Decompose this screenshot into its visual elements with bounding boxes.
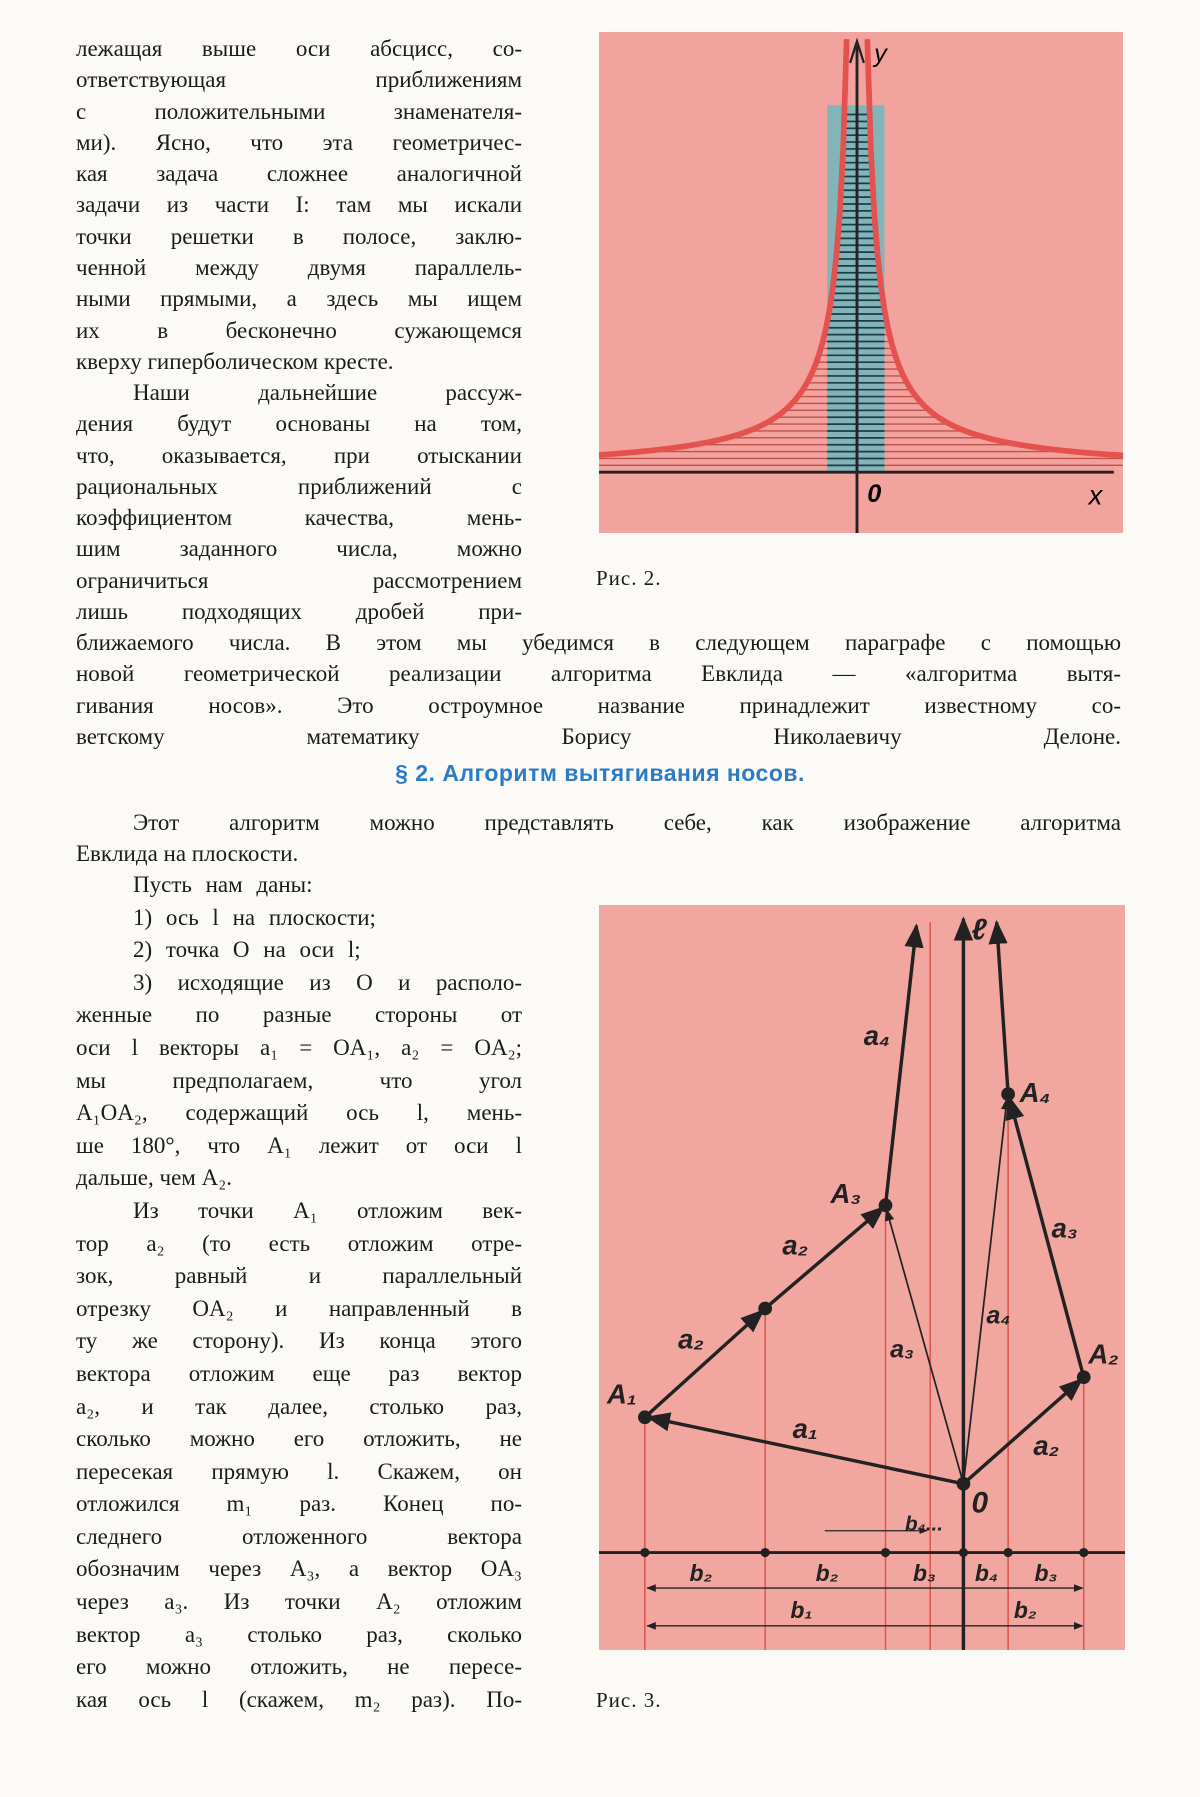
paragraph: Пусть нам даны: — [76, 869, 522, 902]
figure-label: a₂ — [678, 1324, 704, 1355]
text-line: оси l векторы a₁ = OA₁, a₂ = OA₂; — [76, 1034, 522, 1060]
figure-label: b₂ — [816, 1560, 839, 1586]
caption: Рис. 2. — [596, 566, 662, 590]
figure-label: b₄ — [975, 1560, 998, 1586]
text-line: ченной между двумя параллель- — [76, 255, 522, 281]
figure-label: A₃ — [829, 1178, 861, 1209]
text-line: вектор a₃ столько раз, сколько — [76, 1621, 522, 1647]
text-line: пересекая прямую l. Скажем, он — [76, 1458, 522, 1484]
text-line: через a₃. Из точки A₂ отложим — [76, 1589, 522, 1615]
text-line: A₁OA₂, содержащий ось l, мень- — [76, 1100, 522, 1126]
text-line: ветскому математику Борису Николаевичу Д… — [76, 723, 1121, 749]
figure-label: b₃ — [1034, 1560, 1057, 1586]
text-line: Евклида на плоскости. — [76, 841, 299, 866]
axis-label: y — [872, 40, 888, 68]
text-line: Пусть нам даны: — [133, 872, 313, 897]
text-line: коэффициентом качества, мень- — [76, 505, 522, 531]
figure-label: a₂ — [1033, 1430, 1059, 1461]
text-line: рациональных приближений с — [76, 473, 522, 499]
figure-label: A₁ — [606, 1379, 637, 1410]
figure-label: b₄... — [905, 1513, 943, 1536]
text-line: их в бесконечно сужающемся — [76, 317, 522, 343]
origin-label: 0 — [867, 480, 881, 508]
text-line: шим заданного числа, можно — [76, 536, 522, 562]
figure-label: 0 — [971, 1486, 988, 1519]
text-line: кая ось l (скажем, m₂ раз). По- — [76, 1686, 522, 1712]
text-line: гивания носов». Это остроумное название … — [76, 692, 1121, 718]
figure-3: ℓ a₄ A₄ A₃ a₃ a₂ a₂ a₃ a₄ A₂ A₁ a₁ a₂ 0 b₄... b₂ b₂ b₃ b₄ b… — [599, 905, 1125, 1650]
figure-label: ℓ — [971, 913, 987, 946]
figure-label: A₄ — [1019, 1077, 1051, 1108]
vectors — [599, 916, 1125, 1650]
figure-label: a₄ — [864, 1020, 890, 1051]
text-line: ограничиться рассмотрением — [76, 567, 522, 593]
column: Пусть нам даны: 1) ось l на плоскости; 2… — [76, 869, 522, 1716]
text-line: вектора отложим еще раз вектор — [76, 1360, 522, 1386]
text-line: точки решетки в полосе, заклю- — [76, 223, 522, 249]
paragraph: Этот алгоритм можно представлять себе, к… — [76, 807, 1121, 869]
figure-label: b₁ — [790, 1597, 812, 1623]
figure-label: a₃ — [890, 1336, 914, 1364]
text-line: кая задача сложнее аналогичной — [76, 161, 522, 187]
text-line: ту же сторону). Из конца этого — [76, 1328, 522, 1354]
text-line: отрезку OA₂ и направленный в — [76, 1295, 522, 1321]
hyperbola — [599, 39, 1123, 459]
text-line: 1) ось l на плоскости; — [133, 904, 376, 930]
figure-label: A₂ — [1087, 1338, 1118, 1369]
text-line: ми). Ясно, что эта геометричес- — [76, 129, 522, 155]
figure-label: a₄ — [986, 1301, 1010, 1329]
text-line: дальше, чем A₂. — [76, 1165, 232, 1191]
text-line: Из точки A₁ отложим век- — [133, 1197, 522, 1223]
caption: Рис. 3. — [596, 1688, 662, 1712]
figure-label: a₁ — [793, 1413, 818, 1444]
figure-label: b₂ — [690, 1560, 713, 1586]
text-line: задачи из части I: там мы искали — [76, 192, 522, 218]
paragraph: ближаемого числа. В этом мы убедимся в с… — [76, 627, 1121, 752]
text-line: Наши дальнейшие рассуж- — [133, 380, 522, 405]
text-line: сколько можно его отложить, не — [76, 1426, 522, 1452]
text-line: 3) исходящие из O и располо- — [133, 969, 522, 995]
figure-2: y 0 x — [599, 32, 1123, 533]
figure-label: a₃ — [1052, 1212, 1078, 1243]
paragraph: лежащая выше оси абсцисс, со-ответствующ… — [76, 33, 522, 377]
text-line: 2) точка O на оси l; — [133, 937, 361, 963]
list-item: 1) ось l на плоскости; — [76, 902, 522, 935]
text-line: a₂, и так далее, столько раз, — [76, 1393, 522, 1419]
text-line: новой геометрической реализации алгоритм… — [76, 661, 1121, 687]
text-line: что, оказывается, при отыскании — [76, 442, 522, 468]
text-line: обозначим через A₃, а вектор OA₃ — [76, 1556, 522, 1582]
guides — [644, 922, 1085, 1650]
text-line: ше 180°, что A₁ лежит от оси l — [76, 1132, 522, 1158]
text-line: лежащая выше оси абсцисс, со- — [76, 36, 522, 61]
text-line: зок, равный и параллельный — [76, 1263, 522, 1289]
axis-label: x — [1087, 479, 1104, 510]
text-line: мы предполагаем, что угол — [76, 1067, 522, 1093]
paragraph: Из точки A₁ отложим век-тор a₂ (то есть … — [76, 1195, 522, 1717]
text-line: тор a₂ (то есть отложим отре- — [76, 1230, 522, 1256]
text-line: следнего отложенного вектора — [76, 1523, 522, 1549]
text-line: с положительными знаменателя- — [76, 98, 522, 124]
text-line: ответствующая приближениям — [76, 67, 522, 93]
list-item: 3) исходящие из O и располо-женные по ра… — [76, 967, 522, 1195]
text-line: Этот алгоритм можно представлять себе, к… — [133, 810, 1121, 835]
figure-label: b₃ — [913, 1560, 936, 1586]
text-line: дения будут основаны на том, — [76, 411, 522, 437]
text-line: отложился m₁ раз. Конец по- — [76, 1491, 522, 1517]
text-line: лишь подходящих дробей при- — [76, 599, 522, 625]
text-line: кверху гиперболическом кресте. — [76, 348, 394, 374]
figure-label: b₂ — [1014, 1597, 1037, 1623]
points — [637, 1087, 1091, 1558]
arrow-head — [849, 37, 865, 64]
figure-label: a₂ — [782, 1230, 808, 1261]
text-line: ными прямыми, а здесь мы ищем — [76, 286, 522, 312]
figure-background — [599, 905, 1125, 1650]
list-item: 2) точка O на оси l; — [76, 934, 522, 967]
paragraph: Наши дальнейшие рассуж-дения будут основ… — [76, 377, 522, 627]
section-heading: § 2. Алгоритм вытягивания носов. — [395, 760, 805, 786]
text-line: женные по разные стороны от — [76, 1002, 522, 1028]
text-line: его можно отложить, не пересе- — [76, 1654, 522, 1680]
text-line: ближаемого числа. В этом мы убедимся в с… — [76, 630, 1121, 655]
